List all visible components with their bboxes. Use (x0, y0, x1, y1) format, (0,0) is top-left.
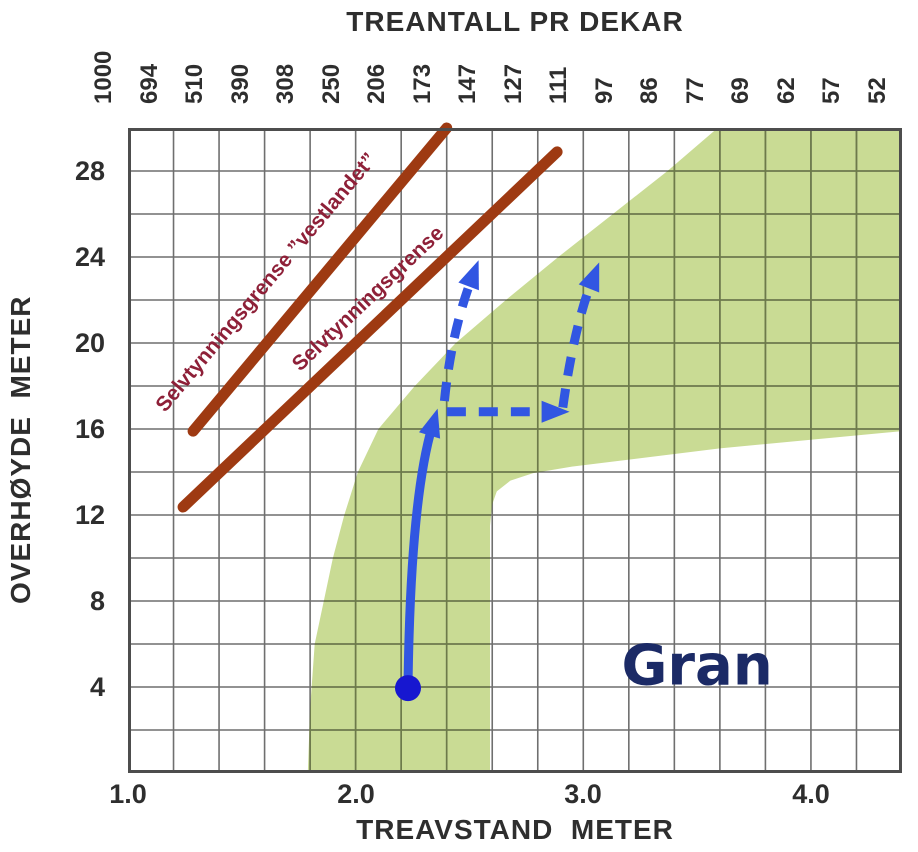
y-axis-tick: 16 (74, 414, 105, 444)
top-axis-tick: 62 (773, 77, 800, 104)
top-axis-tick: 1000 (90, 50, 117, 104)
species-label: Gran (621, 633, 772, 698)
top-axis-tick: 52 (864, 77, 891, 104)
top-axis-tick: 111 (545, 66, 572, 104)
y-axis-tick: 12 (74, 500, 105, 530)
top-axis-tick: 86 (636, 77, 663, 104)
top-axis-tick: 173 (409, 63, 436, 104)
top-axis-tick: 97 (591, 77, 618, 104)
top-axis-tick: 308 (272, 63, 299, 104)
top-axis-tick: 694 (136, 63, 163, 104)
x-axis-tick: 3.0 (564, 779, 602, 809)
x-axis-tick: 2.0 (337, 779, 375, 809)
top-axis-tick: 127 (500, 63, 527, 104)
y-axis-title: OVERHØYDE METER (5, 295, 36, 604)
y-axis-tick: 8 (89, 586, 105, 616)
x-axis-title: TREAVSTAND METER (356, 814, 674, 845)
top-axis-tick: 77 (682, 77, 709, 104)
y-axis-tick: 20 (74, 328, 105, 358)
gran-density-zone (307, 128, 902, 773)
top-axis-title: TREANTALL PR DEKAR (346, 6, 684, 37)
y-axis-tick: 28 (74, 156, 105, 186)
plot-area: Selvtynningsgrense ”vestlandet” Selvtynn… (128, 122, 902, 773)
x-axis-tick: 4.0 (792, 779, 830, 809)
top-axis-tick: 57 (818, 77, 845, 104)
top-axis-tick: 69 (727, 77, 754, 104)
y-axis-tick: 4 (89, 672, 105, 702)
top-axis-tick: 147 (454, 63, 481, 104)
top-axis-tick: 510 (181, 63, 208, 104)
selfthinning-limit-lines (177, 122, 563, 513)
management-path-arrows (395, 260, 600, 702)
plot-border (128, 128, 902, 773)
top-axis-tick: 206 (363, 63, 390, 104)
y-axis-tick: 24 (74, 242, 105, 272)
top-axis-tick: 390 (227, 63, 254, 104)
x-axis-tick: 1.0 (109, 779, 147, 809)
top-axis-tick: 250 (318, 63, 345, 104)
selfthinning-vestlandet-label: Selvtynningsgrense ”vestlandet” (151, 149, 381, 417)
